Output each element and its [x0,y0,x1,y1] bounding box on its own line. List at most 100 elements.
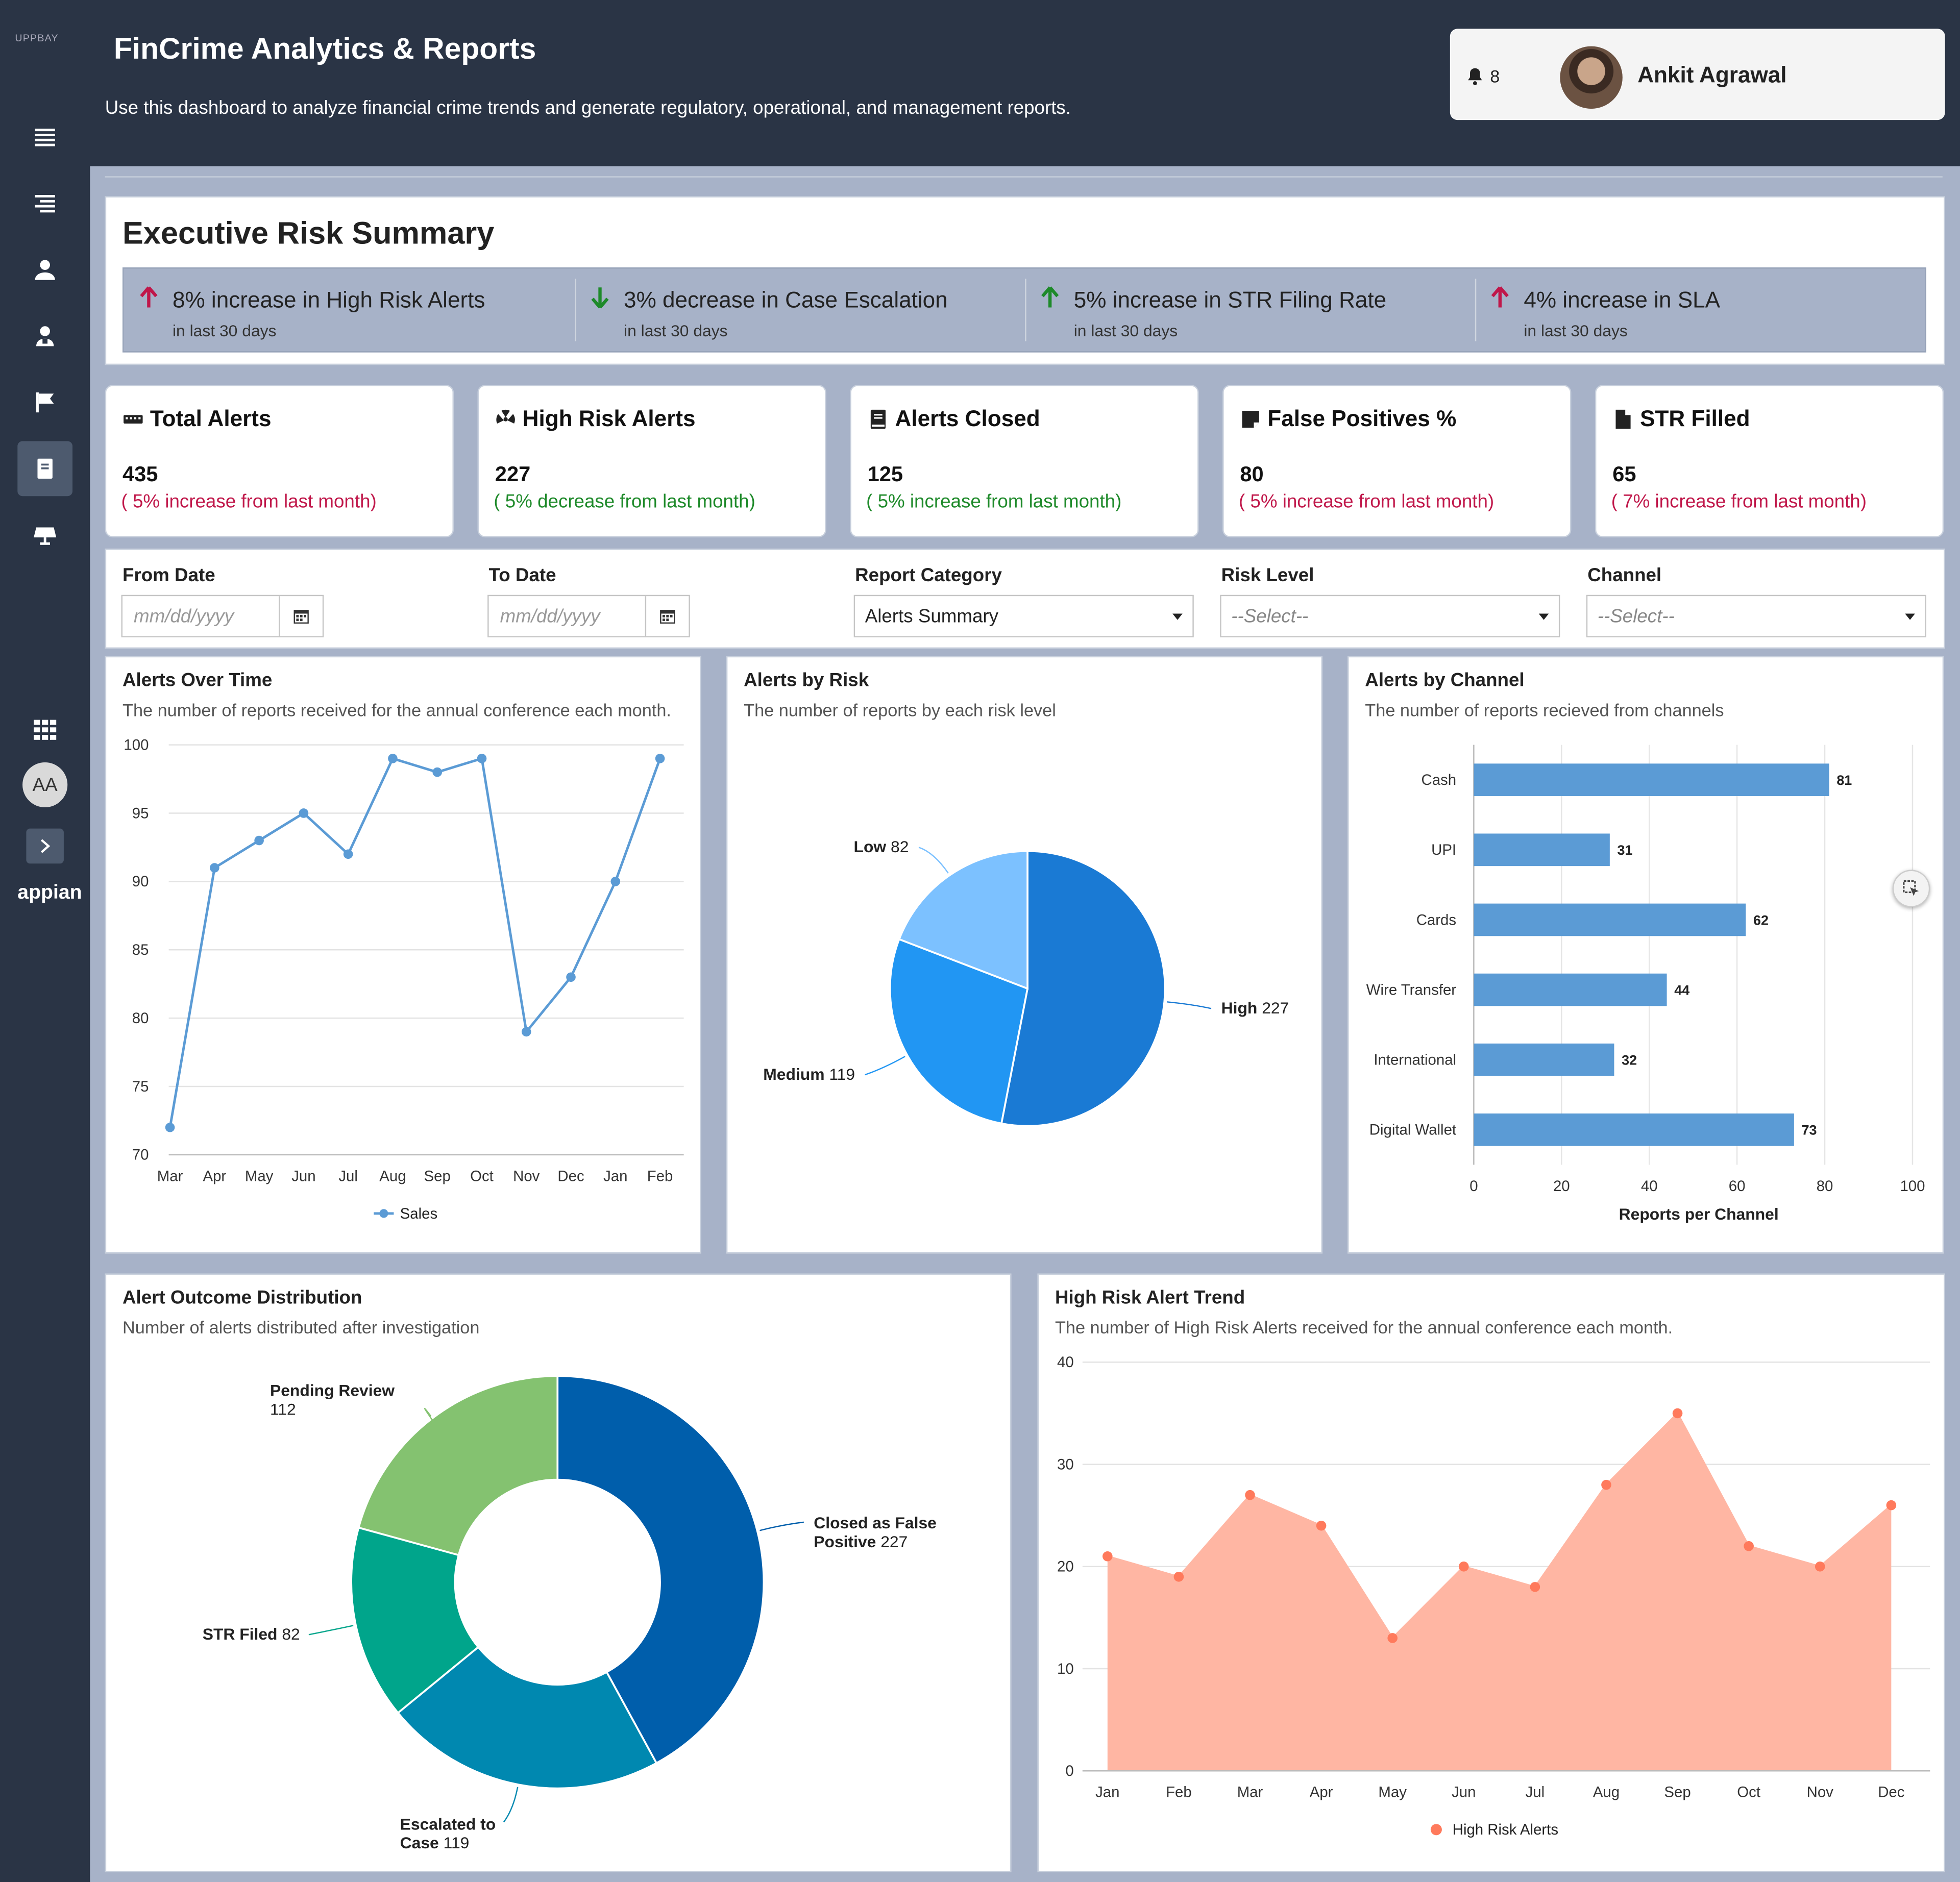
filter-bar: From Date mm/dd/yyyy To Date mm/dd/yyyy … [105,549,1945,649]
x-tick-label: May [1378,1784,1407,1801]
data-point [1815,1562,1825,1572]
menu-icon[interactable] [17,110,72,165]
y-tick-label: 20 [1057,1558,1074,1575]
risk-level-select[interactable]: --Select-- [1220,595,1560,637]
y-tick-label: 85 [132,942,149,958]
donut-label: Pending Review 112 [270,1381,395,1419]
bar-value-label: 81 [1836,773,1852,788]
bar [1474,1113,1794,1146]
chart-subtitle: The number of reports received for the a… [122,700,671,720]
pie-label-name: High [1221,999,1262,1017]
report-category-value: Alerts Summary [865,606,998,628]
report-category-select[interactable]: Alerts Summary [853,595,1194,637]
data-point [1245,1490,1255,1500]
apps-grid-icon[interactable] [17,702,72,757]
data-point [521,1027,531,1037]
donut-label-name: Positive [814,1532,880,1551]
donut-slice [357,1375,559,1556]
flag-icon[interactable] [17,375,72,430]
y-tick-label: 0 [1065,1763,1073,1779]
x-tick-label: May [245,1168,274,1184]
alert-outcome-distribution-card: Alert Outcome Distribution Number of ale… [105,1273,1012,1872]
x-tick-label: Dec [557,1168,584,1184]
kpi-value: 65 [1612,462,1636,486]
report-icon[interactable] [17,441,73,497]
user-badge-icon[interactable] [17,309,72,364]
select-pointer-button[interactable] [1892,870,1930,907]
x-tick-label: Aug [1593,1784,1620,1801]
donut-label-value: 227 [880,1532,908,1551]
x-tick-label: 80 [1817,1178,1833,1195]
donut-label-name: Closed as False [814,1514,937,1532]
pie-label-value: 119 [829,1065,855,1083]
kpi-card-alerts-closed[interactable]: Alerts Closed 125 ( 5% increase from las… [850,385,1199,538]
y-tick-label: 100 [124,736,149,753]
chart-subtitle: The number of reports recieved from chan… [1365,700,1724,720]
pie-leader-line [865,1056,905,1076]
chart-title: High Risk Alert Trend [1055,1287,1245,1309]
pie-label-name: Medium [763,1065,829,1083]
to-date-field[interactable]: mm/dd/yyyy [487,595,690,637]
alerts-over-time-card: Alerts Over Time The number of reports r… [105,656,701,1254]
bar-value-label: 73 [1802,1123,1817,1138]
alerts-by-channel-card: Alerts by Channel The number of reports … [1348,656,1944,1254]
high-risk-alert-trend-card: High Risk Alert Trend The number of High… [1037,1273,1945,1872]
solar-panel-icon[interactable] [17,507,72,562]
data-point [1316,1520,1327,1531]
trend-period: in last 30 days [1524,321,1628,340]
data-point [1744,1541,1754,1551]
y-tick-label: UPI [1431,841,1456,858]
x-tick-label: Feb [1166,1784,1192,1801]
user-avatar[interactable] [1560,46,1623,109]
pie-slice [889,938,1029,1125]
calendar-icon[interactable] [645,596,689,636]
kpi-card-total-alerts[interactable]: Total Alerts 435 ( 5% increase from last… [105,385,454,538]
channel-value: --Select-- [1597,606,1675,628]
bar-value-label: 62 [1753,912,1769,928]
channel-select[interactable]: --Select-- [1586,595,1926,637]
kpi-change: ( 5% increase from last month) [1238,491,1494,513]
alerts-over-time-chart: 70 75 80 85 90 95 100 Mar Apr May Jun Jul Aug Sep Oct N… [124,736,684,1222]
user-name[interactable]: Ankit Agrawal [1637,62,1787,88]
data-point [1886,1500,1897,1510]
expand-sidebar-button[interactable] [26,828,64,864]
data-point [610,877,621,886]
from-date-field[interactable]: mm/dd/yyyy [121,595,324,637]
arrow-up-icon [1040,286,1060,316]
user-icon[interactable] [17,242,72,298]
kpi-card-high-risk-alerts[interactable]: High Risk Alerts 227 ( 5% decrease from … [477,385,826,538]
x-tick-label: 40 [1641,1178,1658,1195]
indent-icon[interactable] [17,176,72,231]
chart-subtitle: Number of alerts distributed after inves… [122,1317,480,1338]
kpi-value: 125 [867,462,903,486]
chart-subtitle: The number of High Risk Alerts received … [1055,1317,1673,1338]
high-risk-alert-trend-chart: 0 10 20 30 40 Jan Feb Mar Apr May Jun Jul Aug Sep Oct N… [1057,1354,1930,1838]
y-tick-label: 30 [1057,1456,1074,1473]
pie-label: Low 82 [854,837,909,856]
file-icon [1615,409,1631,429]
y-tick-label: 75 [132,1078,149,1095]
radiation-icon [496,410,515,424]
page-header: FinCrime Analytics & Reports Use this da… [90,0,1960,166]
kpi-title: False Positives % [1267,406,1457,431]
chart-title: Alerts by Channel [1365,670,1525,691]
user-avatar-initials[interactable]: AA [22,762,68,808]
calendar-icon[interactable] [279,596,323,636]
kpi-card-false-positives[interactable]: False Positives % 80 ( 5% increase from … [1222,385,1572,538]
x-tick-label: Jan [1095,1784,1119,1801]
data-point [432,767,443,777]
area-fill [1107,1413,1892,1771]
bar [1474,1043,1614,1076]
trend-text: 3% decrease in Case Escalation [624,287,948,313]
notifications-button[interactable]: 8 [1465,66,1500,86]
data-point [1387,1633,1398,1643]
donut-label-value: 119 [444,1834,470,1852]
kpi-card-str-filled[interactable]: STR Filled 65 ( 7% increase from last mo… [1595,385,1944,538]
series-line [168,757,662,1128]
y-tick-label: 10 [1057,1661,1074,1677]
y-tick-label: 95 [132,805,149,822]
from-date-placeholder: mm/dd/yyyy [134,606,234,628]
x-tick-label: Jul [1526,1784,1545,1801]
y-tick-label: 80 [132,1010,149,1027]
